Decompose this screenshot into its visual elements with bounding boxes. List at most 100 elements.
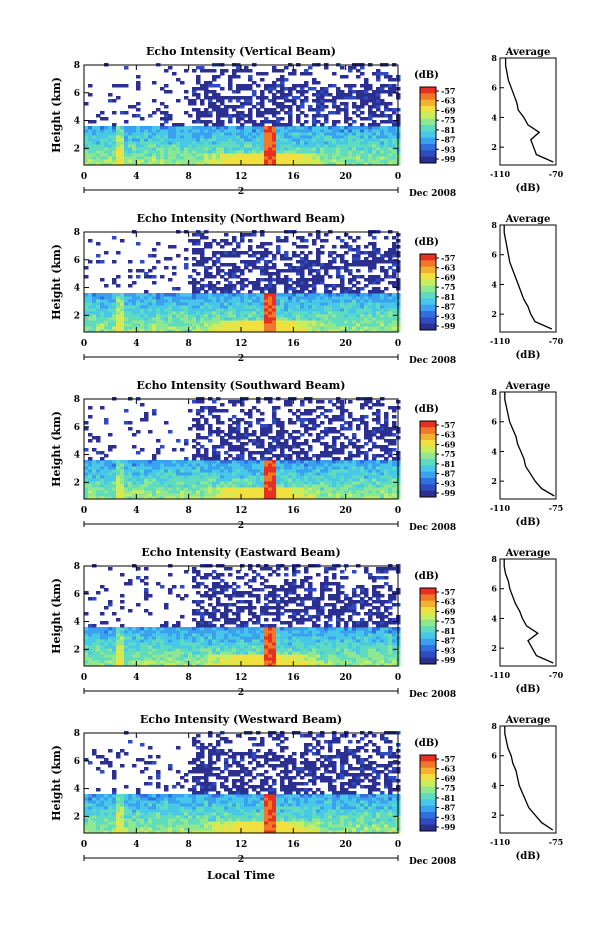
heatmap-cell bbox=[216, 260, 221, 264]
heatmap-cell bbox=[248, 326, 253, 330]
heatmap-cell bbox=[180, 472, 185, 476]
colorbar-swatch bbox=[420, 118, 436, 126]
heatmap-cell bbox=[208, 460, 213, 464]
heatmap-cell bbox=[152, 487, 157, 491]
heatmap-cell bbox=[112, 296, 117, 300]
heatmap-cell bbox=[340, 475, 345, 479]
heatmap-cell bbox=[384, 150, 389, 154]
heatmap-cell bbox=[384, 430, 389, 434]
heatmap-cell bbox=[172, 463, 177, 467]
heatmap-cell bbox=[168, 147, 173, 151]
heatmap-cell bbox=[192, 454, 197, 458]
heatmap-cell bbox=[344, 147, 349, 151]
heatmap-cell bbox=[276, 317, 281, 321]
heatmap-cell bbox=[308, 320, 313, 324]
heatmap-cell bbox=[392, 162, 397, 166]
heatmap-cell bbox=[340, 415, 345, 419]
heatmap-cell bbox=[212, 254, 217, 258]
heatmap-cell bbox=[220, 320, 225, 324]
heatmap-cell bbox=[256, 487, 261, 491]
heatmap-cell bbox=[332, 469, 337, 473]
heatmap-cell bbox=[252, 81, 257, 85]
heatmap-cell bbox=[248, 290, 253, 294]
heatmap-cell bbox=[372, 442, 377, 446]
heatmap-cell bbox=[184, 460, 189, 464]
heatmap-cell bbox=[156, 138, 161, 142]
heatmap-cell bbox=[384, 439, 389, 443]
heatmap-cell bbox=[220, 96, 225, 100]
heatmap-cell bbox=[268, 299, 273, 303]
heatmap-cell bbox=[96, 147, 101, 151]
heatmap-cell bbox=[164, 90, 169, 94]
heatmap-cell bbox=[260, 296, 265, 300]
heatmap-cell bbox=[300, 111, 305, 115]
heatmap-cell bbox=[108, 490, 113, 494]
heatmap-cell bbox=[288, 436, 293, 440]
heatmap-cell bbox=[92, 326, 97, 330]
heatmap-cell bbox=[384, 108, 389, 112]
heatmap-cell bbox=[252, 123, 257, 127]
heatmap-cell bbox=[132, 320, 137, 324]
heatmap-cell bbox=[228, 272, 233, 276]
heatmap-cell bbox=[312, 123, 317, 127]
heatmap-cell bbox=[216, 251, 221, 255]
heatmap-cell bbox=[156, 472, 161, 476]
heatmap-cell bbox=[88, 415, 93, 419]
heatmap-cell bbox=[208, 496, 213, 500]
heatmap-cell bbox=[304, 299, 309, 303]
heatmap-cell bbox=[292, 323, 297, 327]
heatmap-cell bbox=[216, 451, 221, 455]
heatmap-cell bbox=[280, 305, 285, 309]
heatmap-cell bbox=[376, 472, 381, 476]
heatmap-cell bbox=[388, 317, 393, 321]
heatmap-cell bbox=[268, 290, 273, 294]
heatmap-cell bbox=[356, 138, 361, 142]
heatmap-cell bbox=[368, 96, 373, 100]
heatmap-cell bbox=[212, 284, 217, 288]
heatmap-cell bbox=[120, 496, 125, 500]
heatmap-cell bbox=[88, 239, 93, 243]
heatmap-cell bbox=[352, 475, 357, 479]
heatmap-cell bbox=[96, 460, 101, 464]
heatmap-cell bbox=[200, 326, 205, 330]
heatmap-cell bbox=[372, 105, 377, 109]
heatmap-cell bbox=[220, 69, 225, 73]
heatmap-cell bbox=[204, 284, 209, 288]
heatmap-cell bbox=[116, 481, 121, 485]
heatmap-cell bbox=[300, 135, 305, 139]
heatmap-cell bbox=[200, 129, 205, 133]
heatmap-cell bbox=[224, 493, 229, 497]
heatmap-cell bbox=[316, 96, 321, 100]
heatmap-cell bbox=[268, 481, 273, 485]
heatmap-cell bbox=[292, 490, 297, 494]
heatmap-cell bbox=[380, 278, 385, 282]
heatmap-cell bbox=[92, 147, 97, 151]
heatmap-cell bbox=[132, 293, 137, 297]
heatmap-cell bbox=[124, 472, 129, 476]
heatmap-cell bbox=[252, 293, 257, 297]
heatmap-cell bbox=[252, 90, 257, 94]
heatmap-cell bbox=[248, 132, 253, 136]
heatmap-cell bbox=[344, 323, 349, 327]
heatmap-cell bbox=[276, 248, 281, 252]
heatmap-cell bbox=[340, 445, 345, 449]
heatmap-cell bbox=[152, 478, 157, 482]
colorbar-tick-label: -99 bbox=[441, 154, 456, 164]
heatmap-cell bbox=[292, 326, 297, 330]
heatmap-cell bbox=[372, 72, 377, 76]
heatmap-cell bbox=[336, 436, 341, 440]
heatmap-cell bbox=[220, 305, 225, 309]
heatmap-cell bbox=[112, 329, 117, 333]
x-tick-label: 8 bbox=[186, 172, 192, 182]
heatmap-cell bbox=[328, 93, 333, 97]
heatmap-cell bbox=[344, 117, 349, 121]
heatmap-cell bbox=[204, 469, 209, 473]
heatmap-cell bbox=[344, 138, 349, 142]
heatmap-cell bbox=[336, 493, 341, 497]
heatmap-cell bbox=[196, 460, 201, 464]
heatmap-cell bbox=[156, 159, 161, 163]
heatmap-cell bbox=[388, 308, 393, 312]
heatmap-cell bbox=[320, 305, 325, 309]
heatmap-cell bbox=[192, 156, 197, 160]
heatmap-cell bbox=[256, 329, 261, 333]
